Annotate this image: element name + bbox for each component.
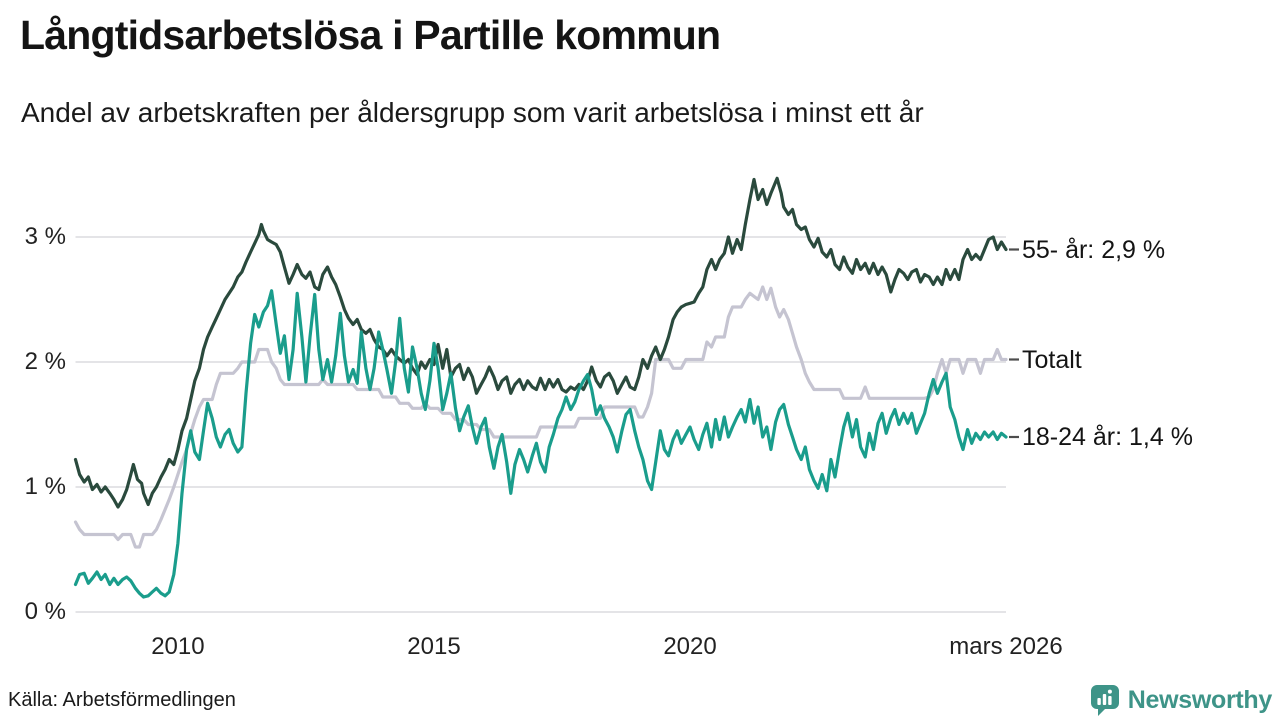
series-end-label-18-24-r: 18-24 år: 1,4 % xyxy=(1022,423,1193,451)
x-tick-label-2020: 2020 xyxy=(663,633,717,660)
y-tick-label-0: 0 % xyxy=(24,598,66,625)
y-tick-label-3: 3 % xyxy=(24,223,66,250)
x-tick-label-2010: 2010 xyxy=(151,633,205,660)
source-note: Källa: Arbetsförmedlingen xyxy=(8,689,236,711)
x-tick-label-mars-2026: mars 2026 xyxy=(949,633,1063,660)
series-line-55-r xyxy=(73,176,1008,509)
y-tick-label-1: 1 % xyxy=(24,473,66,500)
y-tick-label-2: 2 % xyxy=(24,348,66,375)
newsworthy-logo: Newsworthy xyxy=(1089,683,1272,717)
x-tick-label-2015: 2015 xyxy=(407,633,461,660)
series-line-18-24-r xyxy=(73,289,1008,599)
page-subtitle: Andel av arbetskraften per åldersgrupp s… xyxy=(21,97,924,128)
page-title: Långtidsarbetslösa i Partille kommun xyxy=(20,12,721,58)
newsworthy-brand-text: Newsworthy xyxy=(1127,685,1273,714)
series-end-label-totalt: Totalt xyxy=(1022,345,1082,374)
series-end-label-55-r: 55- år: 2,9 % xyxy=(1022,235,1166,264)
series-line-totalt xyxy=(73,285,1008,549)
newsworthy-logo-icon xyxy=(1090,685,1119,716)
